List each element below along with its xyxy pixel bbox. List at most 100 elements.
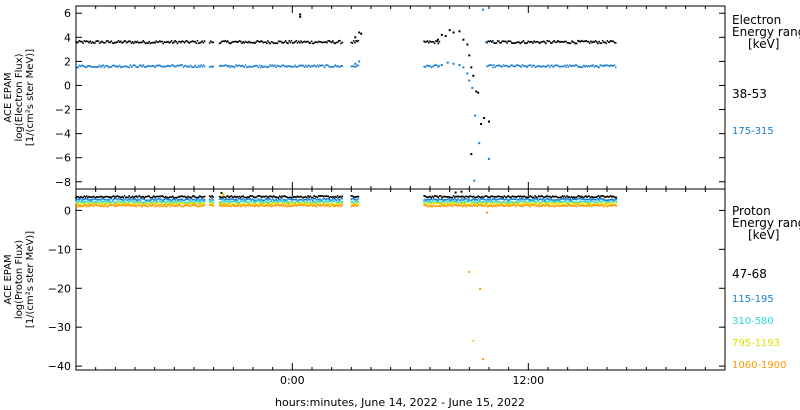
data-point [498, 195, 501, 198]
data-point [135, 199, 137, 201]
data-point [457, 198, 460, 200]
data-point [428, 196, 430, 198]
data-point [85, 198, 88, 200]
data-point [168, 201, 170, 204]
data-point [536, 204, 539, 207]
data-point [607, 202, 609, 204]
data-point [262, 203, 264, 205]
data-point [472, 200, 475, 203]
data-point [316, 196, 319, 199]
data-point [175, 196, 178, 199]
data-point [208, 66, 211, 68]
data-point [596, 41, 598, 43]
data-point [84, 198, 87, 200]
data-point [462, 66, 465, 69]
data-point [180, 200, 182, 202]
data-point [262, 205, 264, 207]
data-point [496, 40, 499, 42]
data-point [164, 65, 167, 68]
data-point [124, 203, 127, 205]
data-point [564, 200, 567, 202]
data-point [159, 200, 161, 202]
data-point [247, 197, 249, 200]
data-point [183, 65, 186, 67]
data-point [583, 205, 586, 207]
data-point [295, 200, 298, 203]
data-point [608, 205, 611, 207]
data-point [114, 196, 116, 199]
data-point [103, 66, 106, 69]
data-point [302, 200, 305, 202]
data-point [445, 203, 448, 206]
data-point [570, 195, 573, 198]
data-point [234, 66, 236, 69]
data-point [224, 196, 227, 199]
data-point [531, 41, 533, 43]
data-point [472, 74, 475, 77]
data-point [88, 195, 90, 198]
data-point [526, 202, 528, 204]
data-point [515, 41, 518, 44]
data-point [177, 202, 180, 205]
data-point [603, 199, 606, 201]
data-point [95, 203, 97, 205]
data-point [81, 199, 83, 202]
data-point [482, 8, 485, 11]
data-point [315, 66, 318, 68]
series-proton-1060-1900 [75, 194, 618, 361]
data-point [513, 204, 515, 206]
data-point [468, 196, 470, 198]
data-point [225, 64, 228, 67]
data-point [327, 204, 329, 206]
data-point [282, 199, 285, 202]
data-point [593, 201, 595, 203]
data-point [600, 201, 602, 204]
data-point [234, 195, 236, 198]
data-point [101, 201, 103, 204]
data-point [176, 196, 179, 199]
data-point [187, 204, 189, 207]
data-point [351, 65, 354, 68]
data-point [295, 196, 298, 198]
data-point [585, 195, 587, 197]
data-point [516, 41, 519, 43]
data-point [275, 198, 277, 200]
data-point [461, 197, 463, 200]
data-point [596, 201, 599, 203]
data-point [541, 199, 543, 201]
data-point [340, 42, 342, 45]
data-point [355, 66, 357, 68]
data-point [551, 199, 554, 201]
data-point [515, 198, 517, 201]
data-point [104, 198, 107, 201]
data-point [289, 198, 292, 200]
data-point [155, 201, 157, 204]
data-point [295, 39, 298, 42]
data-point [424, 66, 427, 68]
data-point [337, 40, 340, 42]
data-point [267, 199, 269, 201]
data-point [505, 196, 508, 199]
data-point [92, 201, 95, 204]
data-point [542, 204, 545, 206]
data-point [192, 66, 194, 68]
data-point [423, 202, 425, 205]
data-point [303, 66, 306, 68]
data-point [117, 197, 120, 200]
data-point [599, 200, 601, 202]
data-point [335, 41, 338, 44]
data-point [505, 204, 508, 206]
data-point [294, 41, 296, 43]
data-point [594, 196, 596, 199]
data-point [437, 42, 440, 45]
data-point [350, 200, 353, 203]
data-point [78, 203, 81, 206]
y-tick-label: −30 [48, 321, 71, 334]
data-point [201, 200, 204, 202]
data-point [174, 199, 176, 201]
data-point [471, 200, 474, 202]
data-point [574, 198, 576, 201]
data-point [125, 202, 128, 204]
data-point [212, 199, 215, 201]
